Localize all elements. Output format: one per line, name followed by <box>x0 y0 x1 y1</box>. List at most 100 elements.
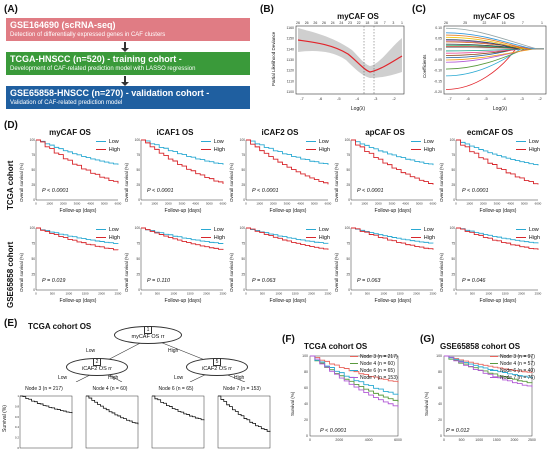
tick-label: 500 <box>365 292 370 296</box>
coefficient-path <box>445 48 544 70</box>
tick-label: -7 <box>448 96 452 101</box>
panel-label-b: (B) <box>260 4 274 15</box>
tick-label: 16 <box>502 21 506 25</box>
km-pvalue: P < 0.0001 <box>357 188 384 194</box>
panel-c-ylabel: Coefficients <box>422 54 427 78</box>
legend-swatch <box>350 362 358 365</box>
tick-label: 1 <box>401 21 403 25</box>
tick-label: 1 <box>541 21 543 25</box>
tick-label: 0 <box>35 292 37 296</box>
legend-swatch-low <box>200 140 211 143</box>
panel-f-legend: Node 3 (n = 217) Node 4 (n = 60) Node 6 (n… <box>350 354 398 382</box>
tick-label: 0 <box>455 202 457 206</box>
tree-branch-low: Low <box>86 348 96 354</box>
legend-item-high: High <box>515 146 540 154</box>
tick-label: 1500 <box>82 292 89 296</box>
legend-item-low: Low <box>410 138 435 146</box>
tick-label: 50 <box>451 168 455 172</box>
tree-leaf-curve <box>86 395 139 425</box>
km-pvalue: P < 0.0001 <box>252 188 279 194</box>
tick-label: 100 <box>436 354 442 358</box>
panel-g-legend: Node 3 (n = 97) Node 4 (n = 57) Node 6 (n … <box>490 354 535 382</box>
km-curve-high <box>36 227 119 251</box>
tick-label: 22 <box>357 21 361 25</box>
legend-swatch <box>490 362 498 365</box>
legend-label-high: High <box>423 235 435 241</box>
tick-label: 2000 <box>270 202 277 206</box>
km-plot: Overall survival (%) 0 25 50 75 100 0 500 1000 15… <box>18 220 122 306</box>
km-pvalue: P < 0.0001 <box>462 188 489 194</box>
tick-label: 6000 <box>115 202 122 206</box>
legend-item: Node 3 (n = 217) <box>350 354 398 361</box>
panel-g-km: GSE65858 cohort OS Survival (%) 0 20 40 60 8… <box>424 334 550 452</box>
panel-label-a: (A) <box>4 4 18 15</box>
tick-label: 1500 <box>187 292 194 296</box>
tick-label: 2000 <box>203 292 210 296</box>
panel-f-title: TCGA cohort OS <box>304 342 368 351</box>
tick-label: 50 <box>241 168 245 172</box>
legend-label: Node 6 (n = 40) <box>500 368 535 374</box>
panel-g-plot: 0 20 40 60 80 100 0 500 1000 1500 2000 2500 <box>436 354 536 442</box>
tick-label: 0.8 <box>15 404 20 408</box>
tick-label: 26 <box>296 21 300 25</box>
tick-label: 2000 <box>335 438 343 442</box>
tick-label: 1130 <box>286 58 294 62</box>
tick-label: 500 <box>260 292 265 296</box>
km-pvalue: P < 0.0001 <box>42 188 69 194</box>
tick-label: 50 <box>451 257 455 261</box>
coefficient-path <box>445 32 544 50</box>
tick-label: 2000 <box>375 202 382 206</box>
tick-label: 26 <box>444 21 448 25</box>
coefficient-path <box>445 27 544 50</box>
legend-swatch-low <box>515 140 526 143</box>
legend-item-low: Low <box>200 226 225 234</box>
km-legend: Low High <box>515 226 540 242</box>
tick-label: 26 <box>313 21 317 25</box>
km-curve-low <box>36 139 119 165</box>
arrow-icon <box>121 42 129 52</box>
panel-label-g: (G) <box>420 334 435 345</box>
tick-label: 1500 <box>397 292 404 296</box>
legend-item: Node 4 (n = 57) <box>490 361 535 368</box>
panel-f-km: TCGA cohort OS Survival (%) 0 20 40 60 80 100… <box>290 334 420 452</box>
panel-c-plot: 26 25 22 16 7 1 0.10 0.05 0.00 -0.05 -0.10 -0.15 -0… <box>434 21 547 101</box>
tick-label: 80 <box>438 370 442 374</box>
tick-label: 7 <box>522 21 524 25</box>
legend-item-low: Low <box>200 138 225 146</box>
tick-label: 24 <box>331 21 335 25</box>
km-legend: Low High <box>305 138 330 154</box>
panel-b-lasso-deviance: myCAF OS Partial Likelihood Deviance 26 2… <box>268 4 408 116</box>
km-curve-high <box>246 139 329 185</box>
legend-swatch-high <box>515 148 526 151</box>
legend-label: Node 7 (n = 76) <box>500 375 535 381</box>
tick-label: 100 <box>345 138 351 142</box>
km-curve-low <box>246 139 329 165</box>
legend-swatch-high <box>95 148 106 151</box>
panel-g-title: GSE65858 cohort OS <box>440 342 521 351</box>
km-xlabel: Follow-up (days) <box>479 208 517 214</box>
tick-label: 6000 <box>325 202 332 206</box>
leaf-frame <box>19 395 73 449</box>
workflow-title: GSE164690 (scRNA-seq) <box>10 20 116 30</box>
panel-g-pvalue: P = 0.012 <box>446 428 470 434</box>
tick-label: 26 <box>305 21 309 25</box>
tick-label: 2000 <box>308 292 315 296</box>
coefficient-path <box>445 39 544 50</box>
tick-label: -0.10 <box>434 69 442 73</box>
tick-label: 2500 <box>325 292 332 296</box>
tick-label: 0 <box>140 292 142 296</box>
tick-label: 0 <box>306 434 308 438</box>
tick-label: 50 <box>136 257 140 261</box>
tick-label: 50 <box>136 168 140 172</box>
tick-label: 0 <box>243 198 245 202</box>
tick-label: 100 <box>30 226 36 230</box>
km-title: iCAF1 OS <box>156 128 194 137</box>
legend-label-low: Low <box>318 227 329 233</box>
tick-label: 0 <box>453 198 455 202</box>
tree-leaf-plot: Node 7 (n = 153) <box>210 386 274 452</box>
legend-swatch <box>490 369 498 372</box>
tick-label: 0 <box>440 434 442 438</box>
panel-f-pvalue: P < 0.0001 <box>320 428 347 434</box>
